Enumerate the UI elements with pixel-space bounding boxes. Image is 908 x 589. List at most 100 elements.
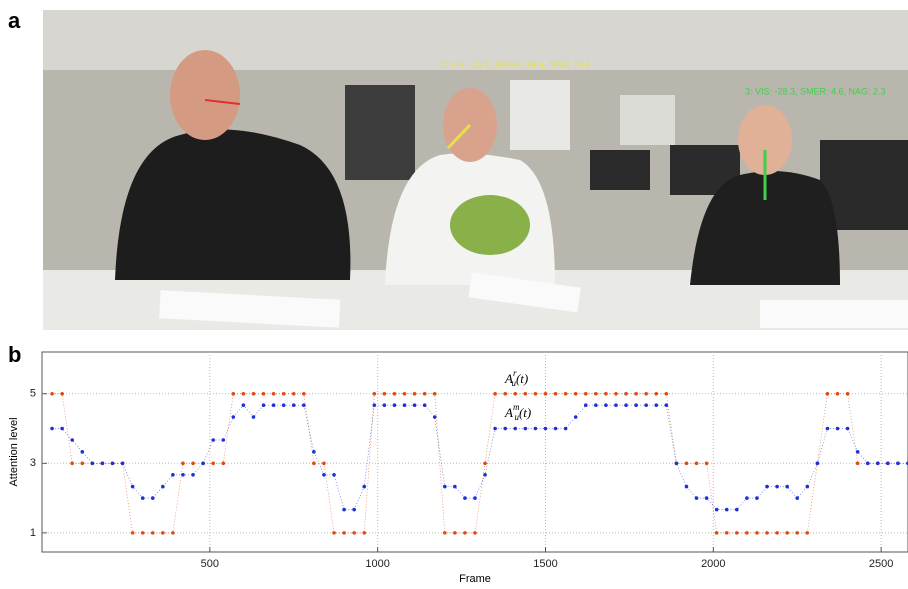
data-point <box>816 462 820 466</box>
annotation-part: (t) <box>519 405 531 420</box>
x-tick-label: 1500 <box>533 558 557 570</box>
data-point <box>171 473 175 477</box>
data-point <box>745 531 749 535</box>
data-point <box>524 427 528 431</box>
data-point <box>403 392 407 396</box>
data-point <box>322 462 326 466</box>
data-point <box>856 450 860 454</box>
data-point <box>393 392 397 396</box>
data-point <box>362 531 366 535</box>
data-point <box>634 403 638 407</box>
data-point <box>201 462 205 466</box>
data-point <box>644 392 648 396</box>
data-point <box>624 392 628 396</box>
data-point <box>312 462 316 466</box>
data-point <box>755 531 759 535</box>
data-point <box>91 462 95 466</box>
data-point <box>383 392 387 396</box>
data-point <box>866 462 870 466</box>
data-point <box>232 392 236 396</box>
series-line <box>52 405 908 509</box>
data-point <box>695 496 699 500</box>
data-point <box>443 531 447 535</box>
overlay-text: 3: VIS: -28.3, SMER: 4.6, NAG: 2.3 <box>745 86 886 96</box>
x-tick-label: 500 <box>201 558 219 570</box>
data-point <box>50 427 54 431</box>
data-point <box>151 496 155 500</box>
annotation-part: A <box>504 405 513 420</box>
paper-sheet <box>760 300 908 328</box>
data-point <box>453 485 457 489</box>
plot-frame <box>42 352 908 552</box>
x-tick-label: 2000 <box>701 558 725 570</box>
poster <box>620 95 675 145</box>
data-point <box>171 531 175 535</box>
data-point <box>564 427 568 431</box>
data-point <box>715 508 719 512</box>
data-point <box>332 473 336 477</box>
data-point <box>423 392 427 396</box>
data-point <box>423 403 427 407</box>
data-point <box>886 462 890 466</box>
panel-label: a <box>8 8 21 33</box>
data-point <box>413 392 417 396</box>
poster <box>510 80 570 150</box>
data-point <box>191 473 195 477</box>
data-point <box>463 531 467 535</box>
data-point <box>181 462 185 466</box>
data-point <box>846 427 850 431</box>
data-point <box>634 392 638 396</box>
data-point <box>574 392 578 396</box>
data-point <box>272 392 276 396</box>
x-axis-label: Frame <box>459 573 491 584</box>
data-point <box>302 392 306 396</box>
data-point <box>101 462 105 466</box>
y-tick-label: 1 <box>30 527 36 539</box>
data-point <box>151 531 155 535</box>
data-point <box>453 531 457 535</box>
data-point <box>765 531 769 535</box>
data-point <box>262 392 266 396</box>
data-point <box>131 485 135 489</box>
photo: 2: VIS: -13.2, SMER: 14.6, NAG: 10.6 3: … <box>43 10 908 330</box>
data-point <box>826 392 830 396</box>
data-point <box>121 462 125 466</box>
panel-label: b <box>8 342 21 367</box>
data-point <box>574 415 578 419</box>
data-point <box>856 462 860 466</box>
shirt-print <box>450 195 530 255</box>
data-point <box>785 485 789 489</box>
data-point <box>413 403 417 407</box>
data-point <box>624 403 628 407</box>
data-point <box>604 403 608 407</box>
data-point <box>383 403 387 407</box>
data-point <box>604 392 608 396</box>
data-point <box>836 427 840 431</box>
data-point <box>111 462 115 466</box>
data-point <box>60 392 64 396</box>
data-point <box>685 485 689 489</box>
data-point <box>785 531 789 535</box>
data-point <box>161 485 165 489</box>
data-point <box>483 462 487 466</box>
data-point <box>60 427 64 431</box>
y-axis-label: Attention level <box>8 417 20 486</box>
overlay-text: 2: VIS: -13.2, SMER: 14.6, NAG: 10.6 <box>440 59 591 69</box>
data-point <box>826 427 830 431</box>
data-point <box>80 462 84 466</box>
data-point <box>322 473 326 477</box>
data-point <box>654 392 658 396</box>
data-point <box>896 462 900 466</box>
data-point <box>745 496 749 500</box>
data-point <box>252 392 256 396</box>
data-point <box>242 392 246 396</box>
data-point <box>493 392 497 396</box>
data-point <box>221 438 225 442</box>
data-point <box>292 392 296 396</box>
data-point <box>534 392 538 396</box>
data-point <box>775 531 779 535</box>
data-point <box>775 485 779 489</box>
data-point <box>806 485 810 489</box>
data-point <box>594 403 598 407</box>
